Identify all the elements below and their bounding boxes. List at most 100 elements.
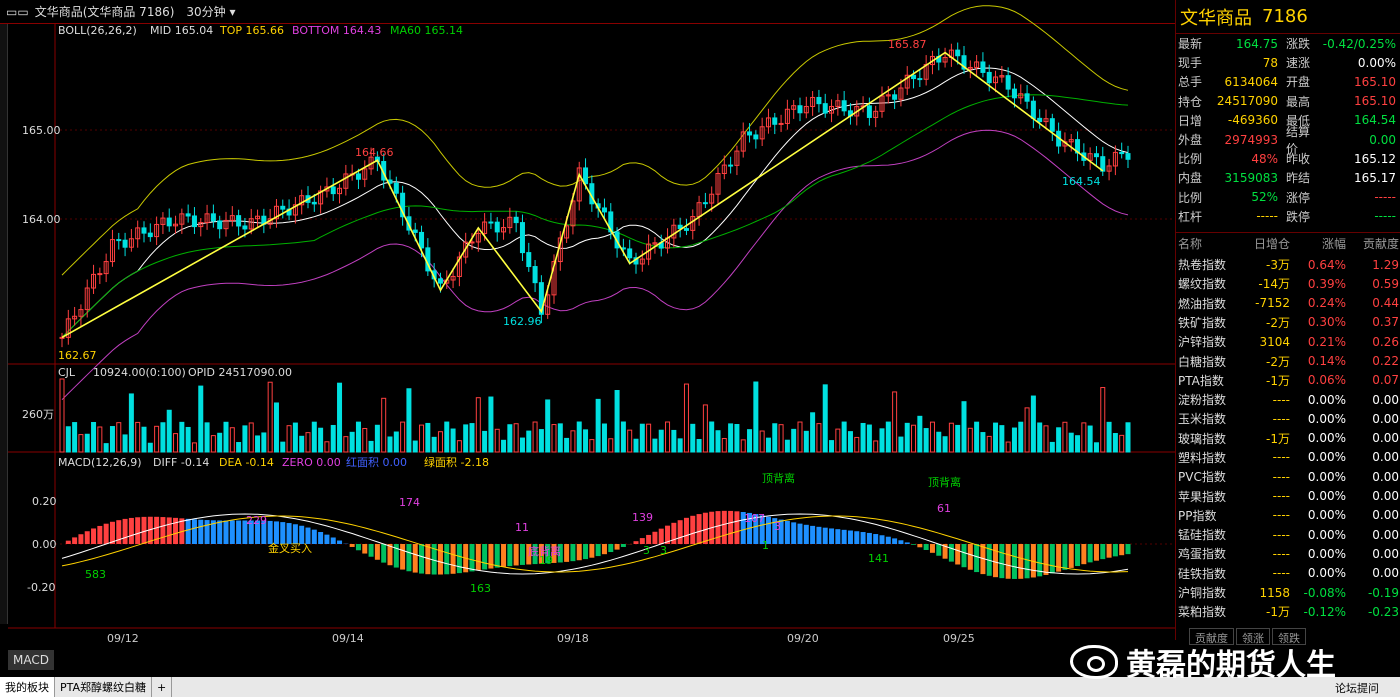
index-row[interactable]: 铁矿指数 -2万 0.30% 0.37 — [1176, 313, 1400, 332]
volume-bar — [324, 441, 330, 453]
boll-top: TOP 165.66 — [219, 24, 284, 37]
index-row[interactable]: 热卷指数 -3万 0.64% 1.29 — [1176, 255, 1400, 274]
candle-body — [116, 239, 122, 242]
volume-bar — [173, 433, 179, 453]
volume-bar — [419, 424, 425, 453]
candle-body — [154, 223, 160, 238]
index-oi: -7152 — [1255, 296, 1290, 311]
left-toolbar[interactable] — [0, 24, 8, 624]
forum-link[interactable]: 论坛提问 — [1335, 682, 1379, 695]
instrument-title: 文华商品 7186 — [1176, 0, 1400, 34]
candle-body — [1011, 88, 1017, 99]
quote-value: 165.10 — [1354, 94, 1396, 109]
candle-body — [652, 242, 658, 245]
index-row[interactable]: 玉米指数 ---- 0.00% 0.00 — [1176, 409, 1400, 428]
index-row[interactable]: 硅铁指数 ---- 0.00% 0.00 — [1176, 564, 1400, 583]
volume-bar — [690, 423, 696, 453]
macd-bar — [1030, 544, 1036, 578]
index-row[interactable]: 白糖指数 -2万 0.14% 0.22 — [1176, 351, 1400, 370]
layout-icon[interactable]: ▭▭ — [6, 4, 29, 19]
index-row[interactable]: PP指数 ---- 0.00% 0.00 — [1176, 506, 1400, 525]
candle-body — [166, 217, 172, 227]
macd-axis-3: -0.20 — [27, 581, 55, 594]
quote-value: 164.75 — [1236, 36, 1278, 51]
index-row[interactable]: 淀粉指数 ---- 0.00% 0.00 — [1176, 390, 1400, 409]
index-row[interactable]: 螺纹指数 -14万 0.39% 0.59 — [1176, 274, 1400, 293]
volume-bar — [513, 423, 519, 453]
volume-bar — [337, 382, 343, 453]
macd-bar — [538, 544, 544, 564]
macd-bar — [608, 544, 614, 553]
candle-body — [488, 221, 494, 224]
boll-mid: MID 165.04 — [150, 24, 213, 37]
index-oi: ---- — [1272, 508, 1290, 523]
tab-my-sector[interactable]: 我的板块 — [0, 677, 55, 697]
volume-bar — [450, 428, 456, 453]
quote-label: 外盘 — [1178, 133, 1203, 148]
macd-bar — [103, 523, 109, 544]
volume-bar — [929, 421, 935, 453]
macd-bar — [494, 544, 500, 568]
candle-body — [236, 215, 242, 227]
macd-bar — [564, 544, 570, 562]
macd-bar — [229, 520, 235, 544]
volume-bar — [412, 440, 418, 453]
quote-value: 3159083 — [1224, 170, 1278, 185]
macd-bar — [91, 528, 97, 544]
tab-contribution[interactable]: 贡献度 — [1189, 628, 1234, 645]
candle-body — [986, 71, 992, 84]
kline-chart[interactable]: BOLL(26,26,2) MID 165.04 TOP 165.66 BOTT… — [0, 0, 1175, 650]
index-row[interactable]: 苹果指数 ---- 0.00% 0.00 — [1176, 486, 1400, 505]
volume-bar — [671, 429, 677, 453]
macd-bar — [879, 535, 885, 544]
index-name: PTA指数 — [1178, 373, 1224, 388]
boll-bottom-line — [61, 129, 1129, 401]
quote-label: 持仓 — [1178, 94, 1203, 109]
volume-bar — [286, 425, 292, 453]
index-row[interactable]: 燃油指数 -7152 0.24% 0.44 — [1176, 293, 1400, 312]
index-change: 0.06% — [1307, 373, 1346, 388]
boll-top-line — [61, 5, 1129, 276]
tab-top-gainers[interactable]: 领涨 — [1236, 628, 1270, 645]
macd-bar — [160, 517, 166, 544]
index-row[interactable]: PVC指数 ---- 0.00% 0.00 — [1176, 467, 1400, 486]
macd-bar — [772, 518, 778, 544]
volume-bar — [948, 422, 954, 453]
tab-top-losers[interactable]: 领跌 — [1272, 628, 1306, 645]
tab-watchlist[interactable]: PTA郑醇螺纹白糖 — [55, 677, 153, 697]
candle-body — [72, 315, 78, 320]
index-oi: -3万 — [1266, 258, 1290, 273]
volume-bar — [469, 423, 475, 453]
volume-bar — [993, 422, 999, 453]
index-row[interactable]: 菜粕指数 -1万 -0.12% -0.23 — [1176, 602, 1400, 621]
volume-bar — [898, 436, 904, 453]
candle-body — [967, 66, 973, 70]
index-contribution: 0.00 — [1372, 566, 1399, 581]
index-row[interactable]: 塑料指数 ---- 0.00% 0.00 — [1176, 448, 1400, 467]
volume-bar — [65, 426, 71, 453]
candle-body — [463, 241, 469, 258]
index-row[interactable]: PTA指数 -1万 0.06% 0.07 — [1176, 371, 1400, 390]
quote-row: 持仓 24517090 最高 165.10 — [1176, 92, 1400, 111]
macd-bar — [665, 525, 671, 544]
index-oi: -1万 — [1266, 431, 1290, 446]
period-selector[interactable]: 30分钟 ▾ — [186, 5, 236, 19]
macd-annotation: 163 — [470, 582, 491, 595]
index-row[interactable]: 锰硅指数 ---- 0.00% 0.00 — [1176, 525, 1400, 544]
index-oi: ---- — [1272, 566, 1290, 581]
macd-button[interactable]: MACD — [8, 650, 54, 670]
index-row[interactable]: 沪锌指数 3104 0.21% 0.26 — [1176, 332, 1400, 351]
volume-bar — [482, 430, 488, 453]
candle-body — [337, 187, 343, 195]
volume-bar — [1018, 421, 1024, 453]
index-row[interactable]: 鸡蛋指数 ---- 0.00% 0.00 — [1176, 544, 1400, 563]
volume-bar — [1005, 441, 1011, 453]
volume-bar — [59, 378, 65, 453]
add-tab-button[interactable]: + — [152, 677, 173, 697]
watermark: 黄磊的期货人生 — [1070, 640, 1336, 684]
candle-body — [583, 167, 589, 185]
index-row[interactable]: 玻璃指数 -1万 0.00% 0.00 — [1176, 429, 1400, 448]
index-row[interactable]: 沪铜指数 1158 -0.08% -0.19 — [1176, 583, 1400, 602]
candle-body — [810, 96, 816, 107]
macd-bar — [109, 521, 115, 544]
